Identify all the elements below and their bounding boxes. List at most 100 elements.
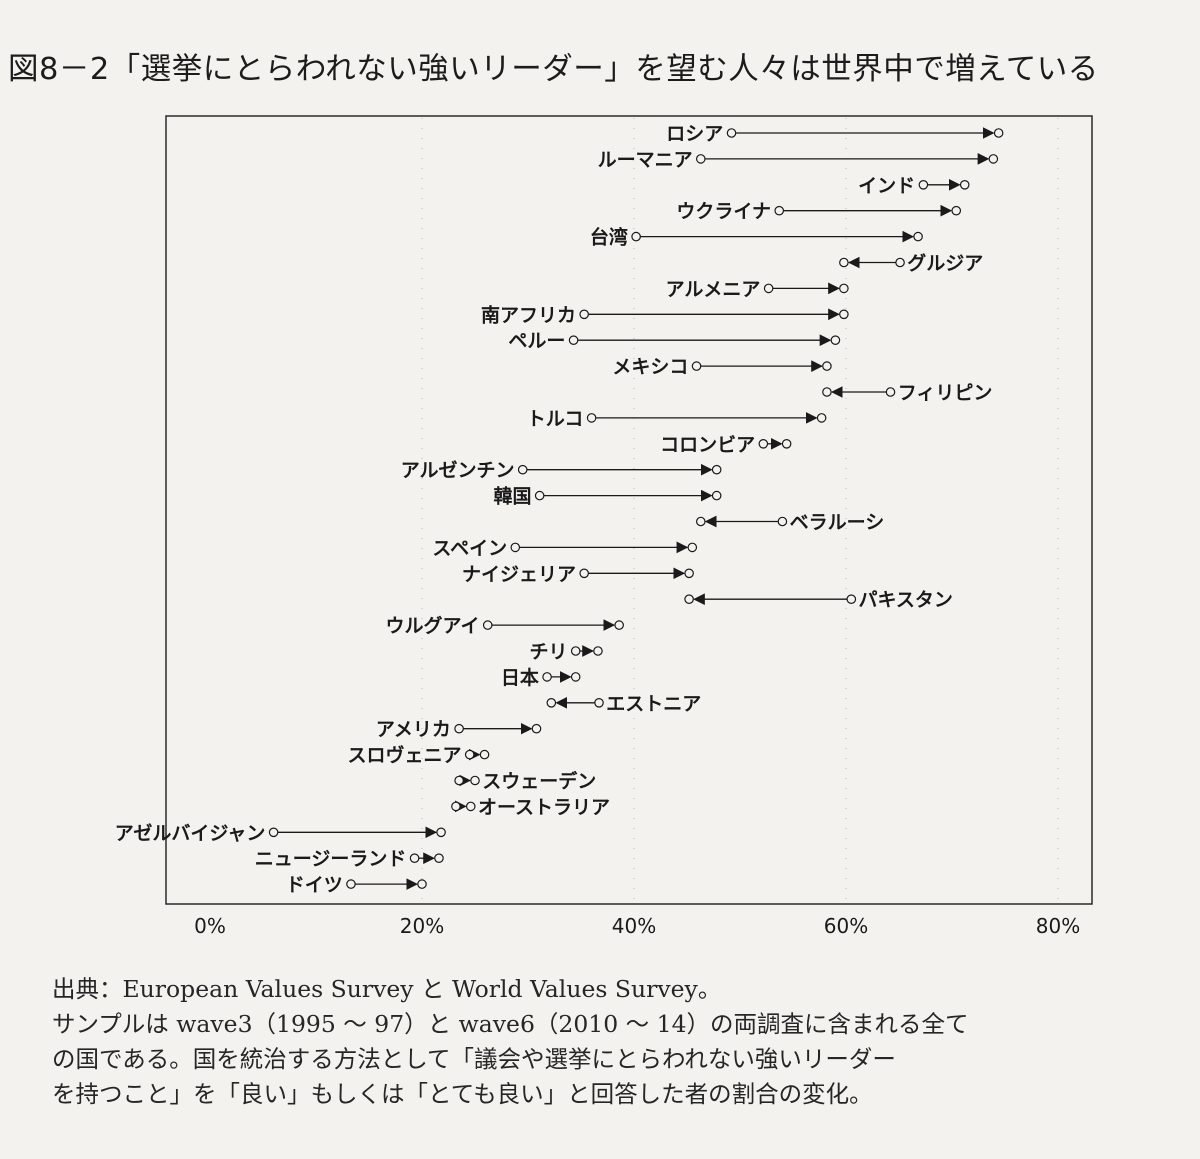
wave3-point bbox=[570, 646, 581, 656]
wave6-point bbox=[830, 335, 841, 345]
country-row: スロヴェニア bbox=[347, 744, 490, 767]
country-row: パキスタン bbox=[684, 589, 953, 611]
x-tick-label: 60% bbox=[824, 914, 868, 938]
country-row: アメリカ bbox=[376, 719, 542, 741]
wave3-point bbox=[726, 128, 737, 138]
country-row: ベラルーシ bbox=[695, 512, 884, 534]
wave3-point bbox=[774, 205, 785, 216]
plot-frame bbox=[165, 115, 1093, 905]
country-row: オーストラリア bbox=[451, 796, 610, 818]
country-row: ルーマニア bbox=[598, 149, 999, 171]
wave6-point bbox=[614, 620, 624, 630]
country-label: アルメニア bbox=[666, 278, 761, 300]
wave3-point bbox=[346, 879, 356, 889]
country-row: ウクライナ bbox=[676, 201, 962, 223]
wave3-point bbox=[579, 309, 589, 320]
country-label: ウクライナ bbox=[676, 201, 771, 223]
country-label: 南アフリカ bbox=[481, 304, 576, 326]
note-line: を持つこと」を「良い」もしくは「とても良い」と回答した者の割合の変化。 bbox=[52, 1080, 873, 1108]
country-label: コロンビア bbox=[660, 434, 755, 456]
wave6-point bbox=[781, 438, 792, 449]
country-label: ニュージーランド bbox=[255, 848, 407, 870]
country-label: スウェーデン bbox=[482, 770, 596, 793]
wave3-point bbox=[579, 568, 589, 579]
country-row: トルコ bbox=[527, 408, 827, 430]
source-notes: 出典：European Values Survey と World Values… bbox=[52, 972, 1182, 1112]
figure-title: 図8－2「選挙にとらわれない強いリーダー」を望む人々は世界中で増えている bbox=[8, 52, 1099, 87]
note-line: サンプルは wave3（1995 ～ 97）と wave6（2010 ～ 14）… bbox=[52, 1010, 969, 1038]
wave6-point bbox=[479, 749, 490, 760]
wave3-point bbox=[895, 257, 905, 268]
wave3-point bbox=[846, 594, 857, 604]
country-label: 韓国 bbox=[493, 485, 531, 508]
wave6-point bbox=[687, 542, 698, 553]
country-label: トルコ bbox=[527, 408, 584, 430]
country-row: ペルー bbox=[508, 330, 841, 352]
country-label: エストニア bbox=[606, 693, 701, 715]
wave6-point bbox=[711, 490, 722, 501]
country-label: メキシコ bbox=[612, 356, 688, 378]
x-tick-label: 0% bbox=[194, 914, 226, 938]
wave6-point bbox=[839, 309, 849, 320]
wave3-point bbox=[568, 335, 579, 345]
country-row: チリ bbox=[529, 641, 603, 663]
country-row: ドイツ bbox=[286, 874, 427, 896]
wave6-point bbox=[436, 827, 446, 838]
country-label: パキスタン bbox=[859, 589, 953, 611]
wave3-point bbox=[534, 490, 545, 501]
wave6-point bbox=[988, 154, 999, 164]
x-tick-label: 40% bbox=[612, 914, 656, 938]
x-tick-label: 20% bbox=[400, 914, 444, 938]
country-row: インド bbox=[858, 175, 970, 197]
wave6-point bbox=[470, 775, 480, 786]
country-label: 日本 bbox=[501, 666, 539, 689]
wave3-point bbox=[758, 438, 769, 449]
wave6-point bbox=[593, 646, 603, 656]
country-label: ウルグアイ bbox=[385, 614, 479, 637]
country-label: ルーマニア bbox=[598, 149, 693, 171]
wave3-point bbox=[454, 775, 464, 786]
country-row: スウェーデン bbox=[454, 770, 596, 793]
wave6-point bbox=[417, 879, 427, 889]
country-row: アルゼンチン bbox=[401, 459, 722, 482]
wave3-point bbox=[763, 283, 774, 294]
wave6-point bbox=[465, 801, 476, 812]
wave6-point bbox=[684, 594, 694, 604]
country-row: ニュージーランド bbox=[255, 848, 444, 870]
country-label: アルゼンチン bbox=[401, 459, 515, 482]
country-label: ナイジェリア bbox=[462, 563, 576, 585]
country-label: ロシア bbox=[666, 123, 723, 145]
country-row: メキシコ bbox=[612, 356, 832, 378]
country-label: チリ bbox=[529, 641, 567, 663]
country-label: スペイン bbox=[432, 537, 507, 559]
wave6-point bbox=[913, 231, 923, 242]
country-row: スペイン bbox=[432, 537, 698, 559]
wave6-point bbox=[959, 180, 970, 190]
country-row: コロンビア bbox=[660, 434, 792, 456]
wave3-point bbox=[918, 180, 929, 190]
country-label: アメリカ bbox=[376, 719, 451, 741]
wave6-point bbox=[570, 672, 581, 682]
country-row: 韓国 bbox=[493, 485, 722, 508]
country-row: アゼルバイジャン bbox=[115, 821, 446, 844]
wave3-point bbox=[777, 516, 788, 527]
wave6-point bbox=[839, 283, 849, 294]
country-row: アルメニア bbox=[666, 278, 849, 300]
country-label: インド bbox=[858, 175, 915, 197]
country-label: グルジア bbox=[907, 252, 983, 275]
wave3-point bbox=[409, 853, 420, 863]
wave3-point bbox=[695, 154, 706, 164]
country-row: グルジア bbox=[839, 252, 983, 275]
wave3-point bbox=[451, 801, 461, 812]
wave3-point bbox=[542, 672, 552, 682]
wave6-point bbox=[531, 723, 542, 734]
wave6-point bbox=[839, 257, 849, 268]
country-row: 台湾 bbox=[590, 226, 923, 249]
wave6-point bbox=[816, 413, 827, 423]
wave6-point bbox=[684, 568, 694, 579]
country-row: フィリピン bbox=[822, 382, 992, 404]
wave6-point bbox=[434, 853, 444, 863]
country-label: 台湾 bbox=[590, 226, 628, 249]
wave6-point bbox=[822, 361, 832, 371]
